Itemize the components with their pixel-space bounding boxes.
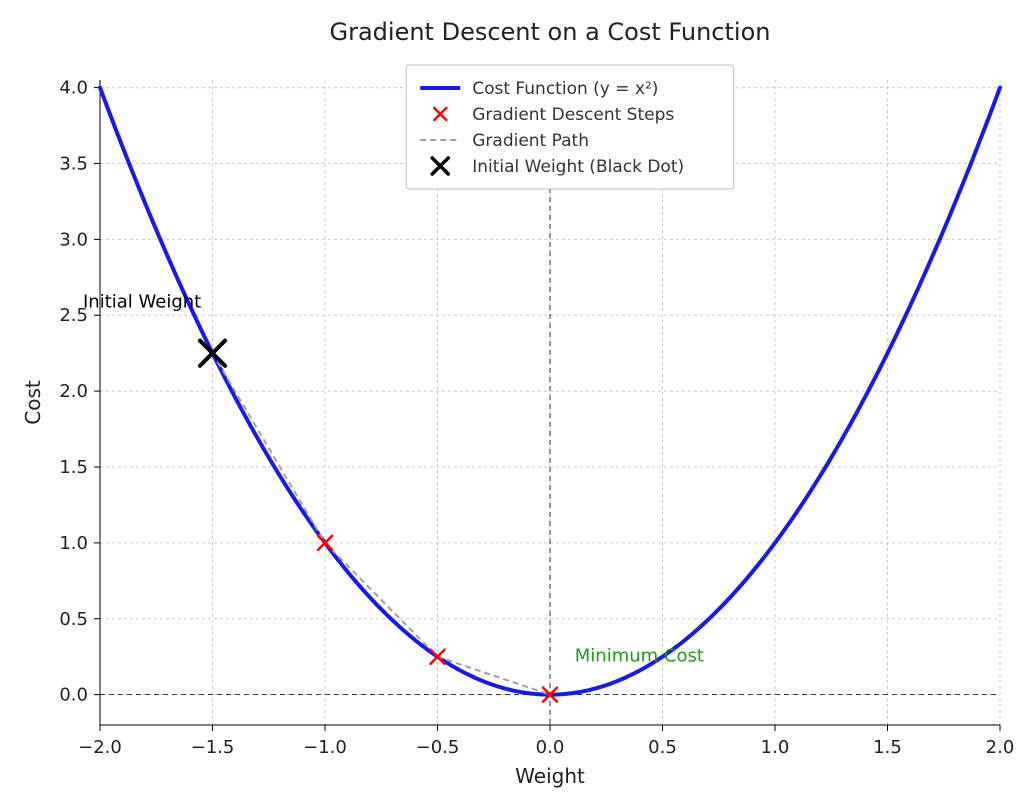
legend: Cost Function (y = x²) Gradient Descent S… xyxy=(406,65,734,189)
y-axis-label: Cost xyxy=(21,380,45,425)
y-tick-label: 0.0 xyxy=(59,685,88,706)
chart-container: −2.0 −1.5 −1.0 −0.5 0.0 0.5 1.0 1.5 2.0 0.0 0.5 1.0… xyxy=(0,0,1024,810)
x-tick-label: 2.0 xyxy=(986,737,1015,758)
y-tick-label: 1.5 xyxy=(59,457,88,478)
chart-svg: −2.0 −1.5 −1.0 −0.5 0.0 0.5 1.0 1.5 2.0 0.0 0.5 1.0… xyxy=(0,0,1024,810)
legend-initial-label: Initial Weight (Black Dot) xyxy=(472,157,684,177)
x-tick-label: 0.0 xyxy=(536,737,565,758)
legend-steps-label: Gradient Descent Steps xyxy=(472,105,674,125)
y-tick-label: 0.5 xyxy=(59,609,88,630)
legend-curve-label: Cost Function (y = x²) xyxy=(472,79,658,99)
x-tick-label: −0.5 xyxy=(416,737,460,758)
initial-weight-annotation: Initial Weight xyxy=(83,292,201,313)
x-tick-label: 1.0 xyxy=(761,737,790,758)
y-tick-label: 4.0 xyxy=(59,78,88,99)
y-tick-label: 3.0 xyxy=(59,229,88,250)
minimum-cost-annotation: Minimum Cost xyxy=(575,645,704,666)
chart-title: Gradient Descent on a Cost Function xyxy=(330,18,771,46)
gradient-path xyxy=(213,353,551,694)
x-tick-label: −1.0 xyxy=(303,737,347,758)
x-axis-label: Weight xyxy=(515,764,585,788)
legend-gradient-path-label: Gradient Path xyxy=(472,131,589,151)
x-tick-label: −2.0 xyxy=(78,737,122,758)
y-tick-label: 2.0 xyxy=(59,381,88,402)
y-tick-label: 1.0 xyxy=(59,533,88,554)
x-tick-label: 1.5 xyxy=(873,737,902,758)
y-tick-label: 3.5 xyxy=(59,153,88,174)
x-tick-label: 0.5 xyxy=(648,737,677,758)
x-tick-label: −1.5 xyxy=(191,737,235,758)
